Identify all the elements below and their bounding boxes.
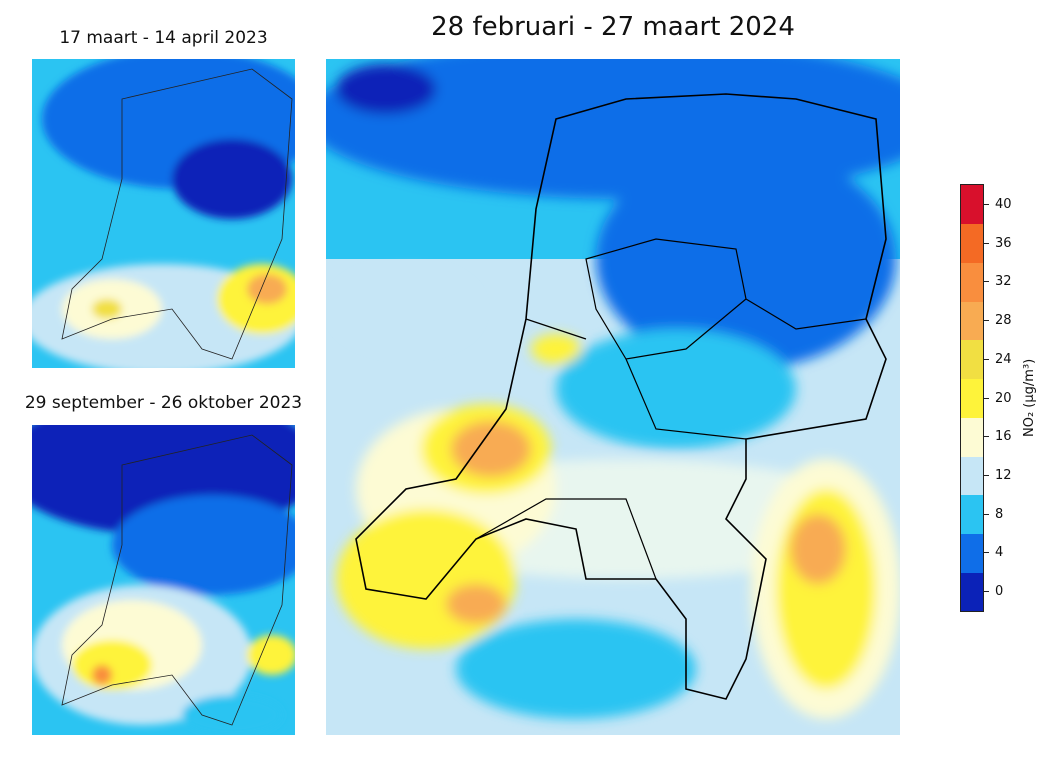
bottom-left-no2-map	[32, 425, 295, 735]
colorbar-band	[961, 572, 983, 612]
colorbar-band	[961, 378, 983, 418]
colorbar-band	[961, 417, 983, 457]
colorbar-band	[961, 533, 983, 573]
colorbar-tick-label: 20	[984, 391, 1012, 406]
colorbar-tick-label: 12	[984, 468, 1012, 483]
colorbar-tick-label: 28	[984, 313, 1012, 328]
main-map-title: 28 februari - 27 maart 2024	[431, 12, 795, 42]
colorbar-band	[961, 339, 983, 380]
colorbar-tick-label: 32	[984, 274, 1012, 289]
top-left-no2-map	[32, 59, 295, 368]
colorbar	[960, 184, 984, 612]
top-left-map-title: 17 maart - 14 april 2023	[59, 28, 268, 48]
colorbar-label: NO₂ (μg/m³)	[1022, 358, 1037, 438]
colorbar-tick-label: 8	[984, 507, 1003, 522]
colorbar-tick-label: 0	[984, 584, 1003, 599]
colorbar-tick-label: 24	[984, 352, 1012, 367]
bottom-left-map-title: 29 september - 26 oktober 2023	[24, 393, 303, 413]
colorbar-band	[961, 185, 983, 225]
main-no2-map	[326, 59, 900, 735]
colorbar-band	[961, 456, 983, 496]
colorbar-tick-label: 16	[984, 429, 1012, 444]
colorbar-band	[961, 301, 983, 341]
colorbar-band	[961, 494, 983, 535]
colorbar-tick-label: 4	[984, 545, 1003, 560]
colorbar-tick-label: 40	[984, 197, 1012, 212]
colorbar-band	[961, 262, 983, 302]
colorbar-band	[961, 223, 983, 263]
colorbar-tick-label: 36	[984, 236, 1012, 251]
